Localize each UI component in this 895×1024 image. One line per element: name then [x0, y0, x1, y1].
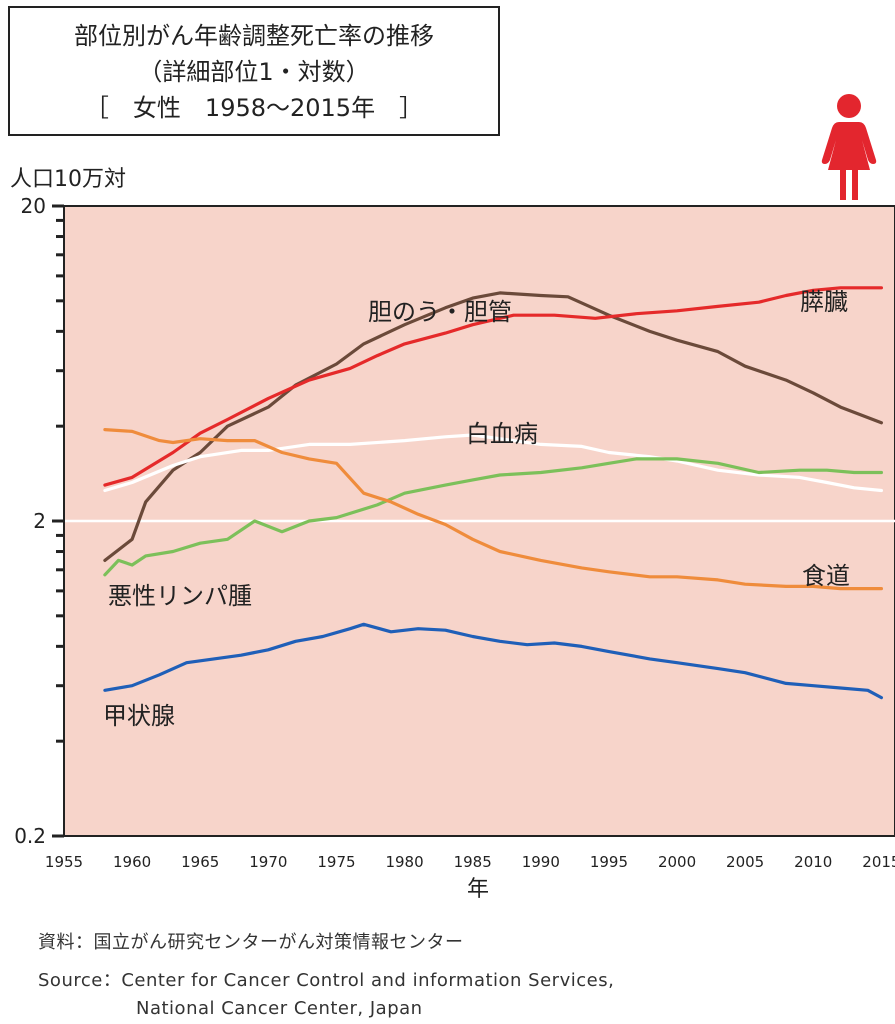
series-line-5: [103, 622, 883, 700]
series-line-2: [103, 433, 883, 493]
x-axis-label: 年: [467, 877, 489, 902]
chart-subtitle: （詳細部位1・対数）: [138, 58, 370, 86]
x-tick-label: 1985: [454, 853, 492, 871]
x-tick-label: 1975: [317, 853, 355, 871]
series-label-5: 甲状腺: [103, 702, 175, 730]
x-tick-label: 1980: [385, 853, 423, 871]
source-jp: 資料：国立がん研究センターがん対策情報センター: [38, 932, 464, 953]
x-tick-label: 2000: [658, 853, 696, 871]
y-tick-label: 20: [21, 194, 46, 218]
chart-period: ［ 女性 1958〜2015年 ］: [84, 94, 424, 122]
x-tick-label: 2010: [794, 853, 832, 871]
female-figure-icon: [821, 94, 877, 200]
y-tick-labels: 20 2 0.2: [14, 194, 46, 848]
series-line-0: [103, 291, 883, 562]
y-axis-label: 人口10万対: [10, 167, 126, 192]
x-tick-label: 1970: [249, 853, 287, 871]
y-tick-label: 0.2: [14, 824, 46, 848]
x-tick-label: 1960: [113, 853, 151, 871]
series-line-1: [103, 286, 883, 487]
x-tick-label: 1955: [45, 853, 83, 871]
chart-title-box: 部位別がん年齢調整死亡率の推移 （詳細部位1・対数） ［ 女性 1958〜201…: [8, 6, 500, 136]
y-minor-ticks: [52, 204, 64, 838]
series-label-3: 悪性リンパ腫: [108, 582, 252, 610]
series-line-4: [103, 428, 883, 591]
series-line-3: [103, 457, 883, 577]
x-tick-label: 2015: [862, 853, 895, 871]
y-tick-label: 2: [33, 509, 46, 533]
x-tick-label: 1965: [181, 853, 219, 871]
series-label-4: 食道: [802, 562, 850, 590]
series-label-0: 胆のう・胆管: [368, 298, 512, 326]
x-tick-label: 1990: [522, 853, 560, 871]
x-tick-labels: 1955 1960 1965 1970 1975 1980 1985 1990 1995 2000…: [45, 853, 895, 871]
series-layer: [103, 286, 883, 700]
source-en-line2: National Cancer Center, Japan: [136, 998, 423, 1019]
series-label-1: 膵臓: [800, 288, 848, 316]
source-en-line1: Source：Center for Cancer Control and inf…: [38, 970, 615, 991]
x-tick-label: 1995: [590, 853, 628, 871]
chart-title: 部位別がん年齢調整死亡率の推移: [74, 22, 434, 50]
series-label-2: 白血病: [466, 420, 538, 448]
x-tick-label: 2005: [726, 853, 764, 871]
